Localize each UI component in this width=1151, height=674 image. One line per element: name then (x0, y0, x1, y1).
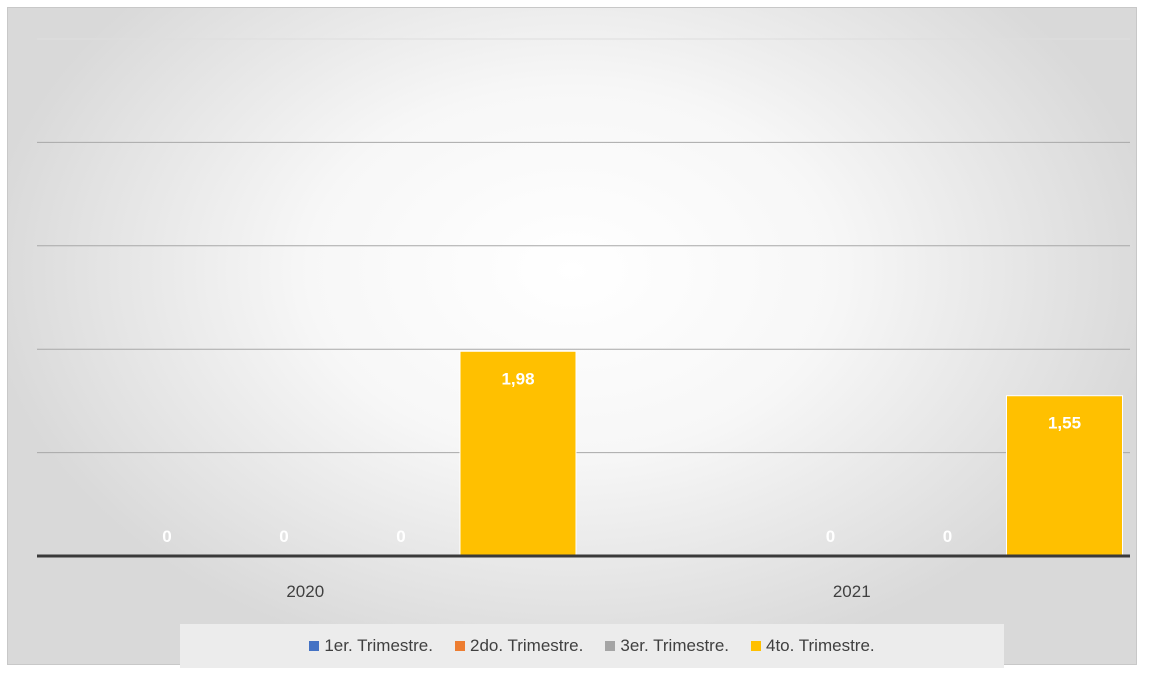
legend-swatch (454, 641, 465, 651)
data-label-2020-series-3: 0 (396, 527, 405, 546)
data-labels: 0 0 0 1,98 0 0 1,55 (162, 369, 1081, 546)
data-label-2021-series-2: 0 (826, 527, 835, 546)
chart-area: 0 0 0 1,98 0 0 1,55 2020 2021 1er. Trimestre. 2d… (7, 7, 1137, 668)
data-label-2020-series-4: 1,98 (501, 369, 534, 388)
legend-item-series-1: 1er. Trimestre. (309, 636, 433, 656)
data-label-2020-series-2: 0 (279, 527, 288, 546)
legend-swatch (309, 641, 320, 651)
legend-item-series-4: 4to. Trimestre. (751, 636, 875, 656)
chart-plot: 0 0 0 1,98 0 0 1,55 2020 2021 (37, 38, 1130, 601)
legend-swatch (751, 641, 761, 651)
legend-item-series-2: 2do. Trimestre. (454, 636, 584, 656)
category-labels: 2020 2021 (286, 582, 870, 601)
data-label-2021-series-3: 0 (943, 527, 952, 546)
category-label-2020: 2020 (286, 582, 324, 601)
legend-label: 2do. Trimestre. (469, 636, 584, 655)
legend-item-series-3: 3er. Trimestre. (605, 636, 729, 656)
category-label-2021: 2021 (833, 582, 871, 601)
legend-swatch (605, 641, 616, 651)
legend: 1er. Trimestre. 2do. Trimestre. 3er. Trime… (180, 624, 1004, 668)
bars (459, 350, 1123, 557)
legend-label: 1er. Trimestre. (324, 636, 433, 655)
data-label-2020-series-1: 0 (162, 527, 171, 546)
legend-label: 4to. Trimestre. (766, 636, 875, 655)
data-label-2021-series-4: 1,55 (1048, 414, 1081, 433)
gridlines (37, 38, 1130, 454)
bar-2020-series-4 (459, 350, 577, 557)
legend-label: 3er. Trimestre. (620, 636, 729, 655)
